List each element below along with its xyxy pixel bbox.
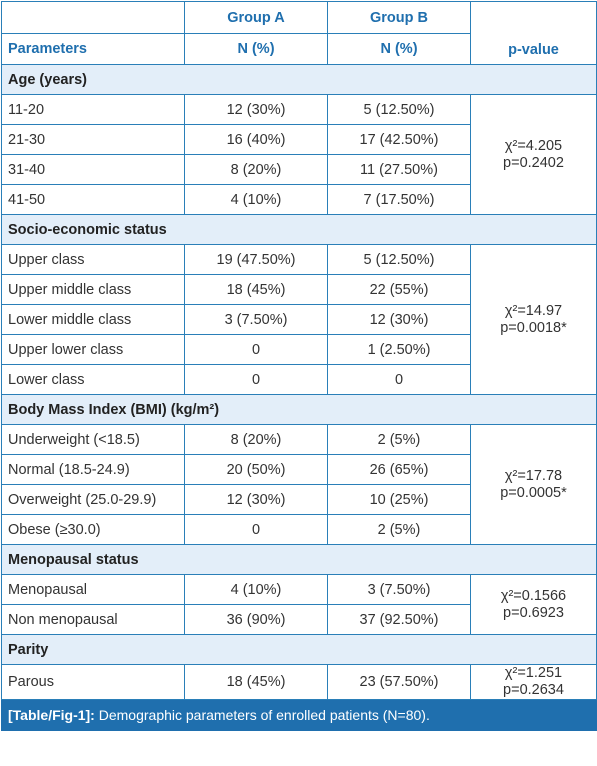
- group-b-value: 2 (5%): [327, 514, 471, 545]
- group-b-value: 0: [327, 364, 471, 395]
- table-caption: [Table/Fig-1]: Demographic parameters of…: [1, 699, 597, 731]
- row-label: Menopausal: [1, 574, 185, 605]
- p-value: p=0.6923: [503, 604, 564, 621]
- group-b-value: 5 (12.50%): [327, 244, 471, 275]
- table-row: Parous 18 (45%) 23 (57.50%) χ²=1.251 p=0.263…: [1, 664, 597, 700]
- group-a-value: 36 (90%): [184, 604, 328, 635]
- row-label: 31-40: [1, 154, 185, 185]
- chi-square-stat: χ²=1.251: [504, 665, 563, 681]
- row-label: Obese (≥30.0): [1, 514, 185, 545]
- section-title: Parity: [1, 634, 597, 665]
- group-a-value: 0: [184, 364, 328, 395]
- caption-text: Demographic parameters of enrolled patie…: [94, 707, 430, 723]
- header-group-a: Group A: [184, 1, 328, 34]
- row-label: Underweight (<18.5): [1, 424, 185, 455]
- row-label: Upper lower class: [1, 334, 185, 365]
- table-row: Underweight (<18.5) 8 (20%) 2 (5%) χ²=17.78…: [1, 424, 597, 545]
- p-value-cell: χ²=4.205 p=0.2402: [470, 94, 597, 215]
- header-parameters: Parameters: [1, 33, 185, 65]
- demographic-table: Group A Group B p-value Parameters N (%)…: [1, 1, 597, 731]
- table-row: Upper middle class 18 (45%) 22 (55%): [1, 274, 597, 305]
- row-label: Lower middle class: [1, 304, 185, 335]
- p-value: p=0.0018*: [500, 319, 567, 336]
- group-b-value: 23 (57.50%): [327, 664, 471, 700]
- table-body: Age (years) 11-20 12 (30%) 5 (12.50%) χ²=4.2…: [1, 64, 597, 700]
- group-a-value: 8 (20%): [184, 154, 328, 185]
- chi-square-stat: χ²=14.97: [504, 302, 563, 319]
- row-label: 11-20: [1, 94, 185, 125]
- group-b-value: 22 (55%): [327, 274, 471, 305]
- group-b-value: 12 (30%): [327, 304, 471, 335]
- p-value-cell: χ²=0.1566 p=0.6923: [470, 574, 597, 635]
- chi-square-stat: χ²=4.205: [504, 137, 563, 154]
- group-b-value: 3 (7.50%): [327, 574, 471, 605]
- section-title: Menopausal status: [1, 544, 597, 575]
- group-b-value: 5 (12.50%): [327, 94, 471, 125]
- header-blank: [1, 1, 185, 34]
- p-value-cell: χ²=1.251 p=0.2634: [470, 664, 597, 700]
- table-row: 11-20 12 (30%) 5 (12.50%) χ²=4.205 p=0.2402: [1, 94, 597, 215]
- p-value: p=0.2402: [503, 154, 564, 171]
- group-a-value: 8 (20%): [184, 424, 328, 455]
- row-label: Normal (18.5-24.9): [1, 454, 185, 485]
- group-b-value: 26 (65%): [327, 454, 471, 485]
- group-a-value: 19 (47.50%): [184, 244, 328, 275]
- group-b-value: 10 (25%): [327, 484, 471, 515]
- group-a-value: 20 (50%): [184, 454, 328, 485]
- table-row: Upper class 19 (47.50%) 5 (12.50%) χ²=14.97…: [1, 244, 597, 395]
- group-b-value: 11 (27.50%): [327, 154, 471, 185]
- group-a-value: 16 (40%): [184, 124, 328, 155]
- row-label: Upper class: [1, 244, 185, 275]
- group-b-value: 17 (42.50%): [327, 124, 471, 155]
- header-n-pct-a: N (%): [184, 33, 328, 65]
- row-label: Parous: [1, 664, 185, 700]
- table-row: Normal (18.5-24.9) 20 (50%) 26 (65%): [1, 454, 597, 485]
- group-b-value: 1 (2.50%): [327, 334, 471, 365]
- table-row: Menopausal 4 (10%) 3 (7.50%) χ²=0.1566 p=0.6…: [1, 574, 597, 635]
- group-a-value: 0: [184, 334, 328, 365]
- group-b-value: 37 (92.50%): [327, 604, 471, 635]
- group-a-value: 0: [184, 514, 328, 545]
- group-a-value: 12 (30%): [184, 94, 328, 125]
- caption-label: [Table/Fig-1]:: [8, 707, 95, 723]
- p-value: p=0.0005*: [500, 484, 567, 501]
- p-value-cell: χ²=14.97 p=0.0018*: [470, 244, 597, 395]
- row-label: Non menopausal: [1, 604, 185, 635]
- table-row: Lower class 0 0: [1, 364, 597, 395]
- section-title: Socio-economic status: [1, 214, 597, 245]
- group-b-value: 2 (5%): [327, 424, 471, 455]
- table-row: 41-50 4 (10%) 7 (17.50%): [1, 184, 597, 215]
- header-group-b: Group B: [327, 1, 471, 34]
- group-a-value: 18 (45%): [184, 274, 328, 305]
- row-label: Upper middle class: [1, 274, 185, 305]
- row-label: 41-50: [1, 184, 185, 215]
- group-a-value: 18 (45%): [184, 664, 328, 700]
- table-row: Lower middle class 3 (7.50%) 12 (30%): [1, 304, 597, 335]
- section-title: Body Mass Index (BMI) (kg/m²): [1, 394, 597, 425]
- table-row: Obese (≥30.0) 0 2 (5%): [1, 514, 597, 545]
- section-title: Age (years): [1, 64, 597, 95]
- group-a-value: 4 (10%): [184, 574, 328, 605]
- group-a-value: 3 (7.50%): [184, 304, 328, 335]
- table-row: 21-30 16 (40%) 17 (42.50%): [1, 124, 597, 155]
- chi-square-stat: χ²=0.1566: [500, 587, 567, 604]
- group-a-value: 12 (30%): [184, 484, 328, 515]
- p-value: p=0.2634: [503, 682, 564, 698]
- p-value-cell: χ²=17.78 p=0.0005*: [470, 424, 597, 545]
- row-label: Overweight (25.0-29.9): [1, 484, 185, 515]
- row-label: Lower class: [1, 364, 185, 395]
- header-p-value: p-value: [470, 1, 597, 65]
- group-b-value: 7 (17.50%): [327, 184, 471, 215]
- table-row: 31-40 8 (20%) 11 (27.50%): [1, 154, 597, 185]
- header-n-pct-b: N (%): [327, 33, 471, 65]
- group-a-value: 4 (10%): [184, 184, 328, 215]
- chi-square-stat: χ²=17.78: [504, 467, 563, 484]
- table-row: Upper lower class 0 1 (2.50%): [1, 334, 597, 365]
- row-label: 21-30: [1, 124, 185, 155]
